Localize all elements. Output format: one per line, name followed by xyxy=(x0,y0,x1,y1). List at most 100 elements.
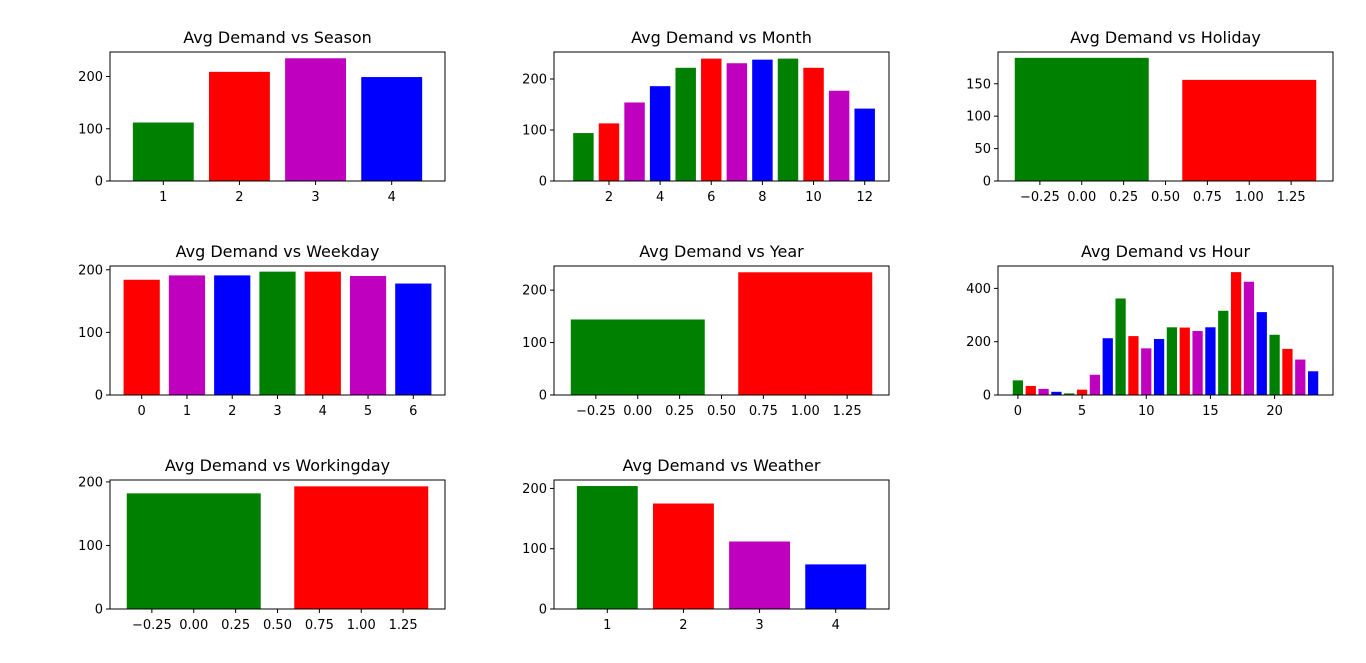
x-tick-label: 1 xyxy=(159,190,167,205)
bar xyxy=(1141,348,1152,395)
y-tick-label: 0 xyxy=(95,175,103,190)
x-tick-label: 6 xyxy=(707,190,715,205)
x-tick-label: −0.25 xyxy=(132,618,172,633)
y-tick-label: 400 xyxy=(966,282,991,297)
subplot-4: Avg Demand vs Weekday 0 1 2 3 4 5 6 0 100 200 xyxy=(78,242,446,419)
bar xyxy=(598,123,620,181)
bar xyxy=(208,71,270,181)
bar xyxy=(570,319,705,395)
x-tick-label: 0.75 xyxy=(1193,190,1222,205)
x-tick-label: 1.00 xyxy=(791,404,820,419)
subplot-7: Avg Demand vs Workingday −0.25 0.00 0.25 0.5… xyxy=(78,456,446,633)
x-tick-label: 4 xyxy=(656,190,664,205)
bar xyxy=(854,108,875,181)
bar xyxy=(1025,385,1036,395)
y-tick-label: 100 xyxy=(966,110,991,125)
subplot-8: Avg Demand vs Weather 1 2 3 4 0 100 200 xyxy=(522,456,890,633)
bar xyxy=(123,279,160,395)
bar xyxy=(726,63,748,181)
x-tick-label: 3 xyxy=(311,190,319,205)
y-tick-label: 200 xyxy=(78,475,103,490)
x-tick-label: 1.25 xyxy=(1277,190,1306,205)
chart-title: Avg Demand vs Year xyxy=(639,242,804,261)
x-tick-label: 8 xyxy=(758,190,766,205)
bar xyxy=(1192,331,1203,395)
x-tick-label: 4 xyxy=(388,190,396,205)
bar xyxy=(1179,327,1190,395)
subplot-2: Avg Demand vs Month 2 4 6 8 10 12 0 100 200 xyxy=(522,28,890,205)
bar xyxy=(1307,371,1319,395)
y-tick-label: 0 xyxy=(539,175,547,190)
x-tick-label: 5 xyxy=(1078,404,1086,419)
bar xyxy=(1051,391,1062,395)
chart-title: Avg Demand vs Weather xyxy=(623,456,821,475)
bar xyxy=(777,58,799,181)
x-tick-label: 0.00 xyxy=(1067,190,1096,205)
x-tick-label: 1.00 xyxy=(1235,190,1264,205)
x-tick-label: 1.00 xyxy=(347,618,376,633)
bar xyxy=(803,67,824,181)
bar xyxy=(132,122,194,181)
bar xyxy=(168,275,206,395)
y-tick-label: 100 xyxy=(522,336,547,351)
y-tick-label: 0 xyxy=(983,175,991,190)
subplot-1: Avg Demand vs Season 1 2 3 4 0 100 200 xyxy=(78,28,446,205)
y-tick-label: 0 xyxy=(983,389,991,404)
x-tick-label: 0.50 xyxy=(707,404,736,419)
x-tick-label: 2 xyxy=(679,618,687,633)
x-tick-label: 10 xyxy=(805,190,822,205)
bar xyxy=(395,283,432,395)
axes-frame xyxy=(553,51,890,182)
bar xyxy=(1153,339,1165,395)
x-tick-label: 5 xyxy=(364,404,372,419)
bar xyxy=(1182,79,1317,181)
x-tick-label: 1 xyxy=(183,404,191,419)
bar xyxy=(1102,338,1113,395)
axes-frame xyxy=(553,479,890,610)
x-tick-label: 1.25 xyxy=(833,404,862,419)
bar xyxy=(1218,310,1229,395)
bar xyxy=(1076,389,1088,395)
y-tick-label: 200 xyxy=(78,263,103,278)
bar xyxy=(259,271,296,395)
y-tick-label: 200 xyxy=(522,284,547,299)
bar xyxy=(285,58,347,181)
x-tick-label: 2 xyxy=(235,190,243,205)
bar xyxy=(752,59,773,181)
bar xyxy=(576,486,638,609)
x-tick-label: 10 xyxy=(1138,404,1155,419)
bar xyxy=(805,564,867,609)
bar xyxy=(652,503,714,609)
bar xyxy=(675,67,696,181)
y-tick-label: 200 xyxy=(78,70,103,85)
bar xyxy=(1012,380,1024,395)
x-tick-label: 2 xyxy=(228,404,236,419)
x-tick-label: 0 xyxy=(1014,404,1022,419)
bar xyxy=(1243,281,1255,395)
bar xyxy=(738,272,873,395)
bar xyxy=(1038,388,1049,395)
x-tick-label: 6 xyxy=(409,404,417,419)
x-tick-label: 4 xyxy=(319,404,327,419)
subplot-5: Avg Demand vs Year −0.25 0.00 0.25 0.50 0.75 1… xyxy=(522,242,890,419)
y-tick-label: 0 xyxy=(539,389,547,404)
y-tick-label: 200 xyxy=(966,335,991,350)
bar xyxy=(304,271,341,395)
bar xyxy=(1014,57,1149,182)
y-tick-label: 200 xyxy=(522,482,547,497)
x-tick-label: 0.00 xyxy=(623,404,652,419)
x-tick-label: −0.25 xyxy=(1020,190,1060,205)
y-tick-label: 50 xyxy=(974,142,991,157)
y-tick-label: 150 xyxy=(966,77,991,92)
y-tick-label: 0 xyxy=(95,603,103,618)
bar xyxy=(1089,374,1101,395)
bar xyxy=(1295,359,1306,395)
y-tick-label: 100 xyxy=(522,542,547,557)
subplot-3: Avg Demand vs Holiday −0.25 0.00 0.25 0.50 0.… xyxy=(966,28,1334,205)
bar xyxy=(1230,272,1242,395)
x-tick-label: 12 xyxy=(856,190,873,205)
bar xyxy=(573,133,594,181)
y-tick-label: 200 xyxy=(522,73,547,88)
